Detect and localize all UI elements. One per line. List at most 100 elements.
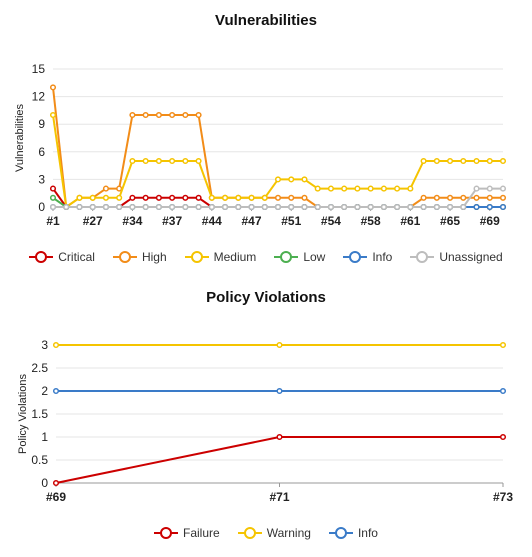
vuln-series-unassigned-point [89, 203, 96, 211]
vuln-series-info-point [499, 203, 507, 211]
vuln-series-high-point [420, 194, 427, 201]
vuln-x-tick-label: #58 [361, 214, 381, 228]
vuln-series-high-point [169, 111, 176, 119]
vuln-series-unassigned-point [288, 203, 295, 211]
vuln-legend-item-medium[interactable]: Medium [184, 250, 256, 264]
vuln-series-critical-point [195, 194, 202, 201]
vuln-x-tick-label: #34 [122, 214, 142, 228]
policy-series-failure-point [499, 433, 507, 441]
vuln-series-high-point [288, 194, 295, 201]
vuln-series-medium-point [420, 157, 427, 165]
vuln-series-high-point [142, 111, 149, 119]
policy-series-info-point [276, 387, 283, 395]
policy-series-failure-point [276, 433, 283, 441]
vuln-series-unassigned-point [248, 203, 255, 211]
vuln-x-tick-label: #51 [281, 214, 301, 228]
vuln-series-medium-point [341, 185, 348, 192]
vuln-y-axis-label: Vulnerabilities [14, 103, 26, 172]
vuln-series-medium-point [222, 194, 229, 201]
vuln-x-tick-label: #44 [202, 214, 222, 228]
vuln-series-medium-point [261, 194, 268, 201]
vuln-series-unassigned-point [63, 203, 70, 211]
vuln-legend-item-critical[interactable]: Critical [29, 250, 95, 264]
vuln-series-unassigned-point [155, 203, 162, 211]
vuln-series-high-point [129, 111, 136, 119]
vuln-series-high-point [473, 194, 480, 201]
legend-swatch-icon [343, 251, 368, 263]
vuln-series-critical-point [142, 194, 149, 201]
policy-legend-item-failure[interactable]: Failure [154, 526, 220, 540]
legend-label: Warning [266, 526, 311, 540]
vuln-series-medium-point [327, 185, 334, 192]
vuln-series-unassigned-point [274, 203, 282, 211]
vuln-series-info-point [486, 203, 493, 211]
vuln-legend-item-high[interactable]: High [112, 250, 167, 264]
vuln-y-tick-label: 0 [38, 200, 45, 214]
vuln-series-medium-point [354, 185, 361, 192]
policy-y-tick-label: 2.5 [31, 361, 48, 375]
policy-series-warning-point [276, 341, 283, 349]
vuln-series-medium-point [486, 157, 493, 165]
vuln-series-medium-point [49, 111, 57, 119]
vuln-series-high-point [182, 111, 189, 119]
policy-violations-title: Policy Violations [206, 289, 326, 306]
vuln-series-unassigned-point [102, 203, 109, 211]
legend-label: Critical [58, 250, 95, 264]
vuln-legend-item-low[interactable]: Low [274, 250, 325, 264]
vuln-series-low-point [49, 194, 57, 201]
legend-swatch-icon [154, 527, 179, 539]
vuln-series-critical-point [182, 194, 189, 201]
legend-label: Info [372, 250, 393, 264]
vuln-series-unassigned-point [49, 203, 57, 211]
vuln-series-medium-point [314, 185, 321, 192]
legend-swatch-icon [29, 251, 54, 263]
policy-series-failure-point [52, 479, 60, 487]
vuln-series-unassigned-point [341, 203, 348, 211]
vuln-series-unassigned-point [116, 203, 123, 211]
policy-y-tick-label: 1 [41, 430, 48, 444]
vuln-series-medium-point [460, 157, 467, 165]
vuln-series-medium-point [248, 194, 255, 201]
vuln-series-high-point [102, 185, 109, 192]
vuln-x-tick-label: #61 [400, 214, 420, 228]
vuln-series-high-point [499, 194, 507, 201]
vuln-series-unassigned-point [367, 203, 374, 211]
vuln-x-tick-label: #37 [162, 214, 182, 228]
legend-swatch-icon [328, 527, 353, 539]
vuln-series-high-point [447, 194, 454, 201]
vuln-legend-item-unassigned[interactable]: Unassigned [410, 250, 503, 264]
policy-legend-item-info[interactable]: Info [328, 526, 378, 540]
vuln-series-critical-point [129, 194, 136, 201]
vuln-series-unassigned-point [499, 185, 507, 192]
vuln-series-high-point [460, 194, 467, 201]
vulnerabilities-legend: Critical High Medium Low Info Unassigned [0, 250, 532, 264]
policy-legend-item-warning[interactable]: Warning [237, 526, 311, 540]
vuln-series-medium-point [182, 157, 189, 165]
vuln-series-high-point [486, 194, 493, 201]
vuln-series-high-point [49, 84, 57, 91]
vuln-y-tick-label: 3 [38, 172, 45, 186]
legend-label: Low [303, 250, 326, 264]
vuln-series-medium-point [433, 157, 440, 165]
vuln-series-unassigned-point [195, 203, 202, 211]
vuln-series-medium-point [394, 185, 401, 192]
vuln-series-unassigned-point [380, 203, 387, 211]
vuln-series-medium-point [102, 194, 109, 201]
legend-swatch-icon [112, 251, 137, 263]
vuln-series-high-point [301, 194, 308, 201]
vuln-series-critical-point [155, 194, 162, 201]
vuln-legend-item-info[interactable]: Info [343, 250, 392, 264]
vuln-series-unassigned-point [182, 203, 189, 211]
policy-y-tick-label: 0.5 [31, 453, 48, 467]
policy-y-axis-label: Policy Violations [17, 374, 29, 454]
policy-x-tick-label: #73 [493, 490, 513, 504]
vuln-series-critical-point [169, 194, 176, 201]
vuln-series-high-point [195, 111, 202, 119]
vuln-x-tick-label: #65 [440, 214, 460, 228]
legend-label: Info [357, 526, 378, 540]
vuln-series-medium-point [274, 176, 282, 183]
vuln-series-medium-point [473, 157, 480, 165]
legend-swatch-icon [274, 251, 299, 263]
vuln-series-unassigned-point [327, 203, 334, 211]
vuln-series-unassigned-point [208, 203, 215, 211]
